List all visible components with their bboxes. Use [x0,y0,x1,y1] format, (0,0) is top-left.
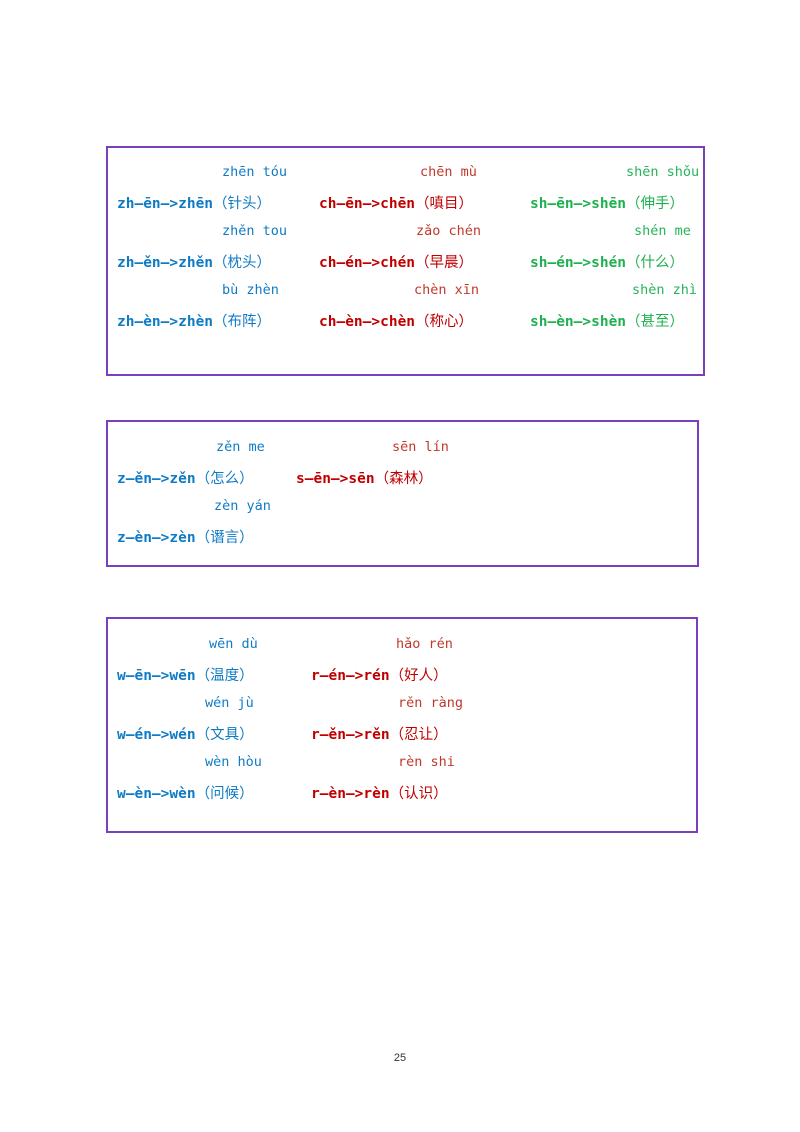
rule-segment: s—ēn—>sēn [296,471,375,487]
rule-chen-3: ch—èn—>chèn（称心） [319,310,473,331]
pinyin-ren-rang: rěn ràng [398,695,464,711]
rule-shen-2: sh—én—>shén（什么） [530,251,684,272]
rule-segment: w—èn—>wèn [117,786,196,802]
rule-segment: ch—én—>chén [319,255,416,271]
rule-segment: sh—én—>shén [530,255,627,271]
box-w-r-en: wēn dù hǎo rén w—ēn—>wēn（温度） r—én—>rén（好… [106,617,698,833]
rule-word: （伸手） [626,196,685,212]
rule-segment: zh—ēn—>zhēn [117,196,214,212]
rule-wen-3: w—èn—>wèn（问候） [117,782,254,803]
pinyin-chen-mu: chēn mù [420,164,477,180]
rule-word: （文具） [195,727,254,743]
page-number: 25 [393,1052,407,1064]
rule-word: （针头） [213,196,272,212]
rule-word: （认识） [389,786,448,802]
pinyin-ren-shi: rèn shi [398,754,455,770]
rule-segment: sh—èn—>shèn [530,314,627,330]
rule-ren-1: r—én—>rén（好人） [311,664,448,685]
rule-segment: zh—èn—>zhèn [117,314,214,330]
rule-word: （温度） [195,668,254,684]
rule-segment: r—ěn—>rěn [311,727,390,743]
pinyin-sen-lin: sēn lín [392,439,449,455]
pinyin-wen-hou: wèn hòu [205,754,262,770]
rule-word: （什么） [626,255,685,271]
rule-zhen-1: zh—ēn—>zhēn（针头） [117,192,271,213]
rule-zhen-3: zh—èn—>zhèn（布阵） [117,310,271,331]
pinyin-zen-me: zěn me [216,439,265,455]
pinyin-shen-me: shén me [634,223,691,239]
pinyin-bu-zhen: bù zhèn [222,282,279,298]
rule-ren-3: r—èn—>rèn（认识） [311,782,448,803]
rule-wen-1: w—ēn—>wēn（温度） [117,664,254,685]
rule-chen-2: ch—én—>chén（早晨） [319,251,473,272]
rule-segment: r—én—>rén [311,668,390,684]
box-z-s-en: zěn me sēn lín z—ěn—>zěn（怎么） s—ēn—>sēn（森… [106,420,699,567]
rule-word: （怎么） [195,471,254,487]
rule-word: （枕头） [213,255,272,271]
rule-segment: ch—èn—>chèn [319,314,416,330]
pinyin-zen-yan: zèn yán [214,498,271,514]
rule-shen-1: sh—ēn—>shēn（伸手） [530,192,684,213]
pinyin-wen-du: wēn dù [209,636,258,652]
rule-word: （布阵） [213,314,272,330]
rule-word: （嗔目） [415,196,474,212]
rule-word: （称心） [415,314,474,330]
pinyin-zhen-tou-2: zhěn tou [222,223,288,239]
pinyin-shen-shou: shēn shǒu [626,164,700,180]
rule-zhen-2: zh—ěn—>zhěn（枕头） [117,251,271,272]
rule-shen-3: sh—èn—>shèn（甚至） [530,310,684,331]
rule-ren-2: r—ěn—>rěn（忍让） [311,723,448,744]
rule-word: （甚至） [626,314,685,330]
rule-segment: w—ēn—>wēn [117,668,196,684]
rule-word: （森林） [374,471,433,487]
pinyin-wen-ju: wén jù [205,695,254,711]
rule-word: （忍让） [389,727,448,743]
pinyin-chen-xin: chèn xīn [414,282,480,298]
rule-word: （好人） [389,668,448,684]
box-zh-ch-sh-en: zhēn tóu chēn mù shēn shǒu zh—ēn—>zhēn（针… [106,146,705,376]
rule-word: （谮言） [195,530,254,546]
rule-word: （早晨） [415,255,474,271]
rule-segment: z—ěn—>zěn [117,471,196,487]
rule-word: （问候） [195,786,254,802]
pinyin-zhen-tou: zhēn tóu [222,164,288,180]
rule-segment: r—èn—>rèn [311,786,390,802]
pinyin-hao-ren: hǎo rén [396,636,453,652]
rule-segment: ch—ēn—>chēn [319,196,416,212]
rule-chen-1: ch—ēn—>chēn（嗔目） [319,192,473,213]
rule-segment: sh—ēn—>shēn [530,196,627,212]
rule-segment: zh—ěn—>zhěn [117,255,214,271]
pinyin-zao-chen: zǎo chén [416,223,482,239]
rule-wen-2: w—én—>wén（文具） [117,723,254,744]
pinyin-shen-zhi: shèn zhì [632,282,698,298]
rule-zen-1: z—ěn—>zěn（怎么） [117,467,254,488]
rule-zen-2: z—èn—>zèn（谮言） [117,526,254,547]
rule-segment: z—èn—>zèn [117,530,196,546]
rule-sen-1: s—ēn—>sēn（森林） [296,467,433,488]
rule-segment: w—én—>wén [117,727,196,743]
